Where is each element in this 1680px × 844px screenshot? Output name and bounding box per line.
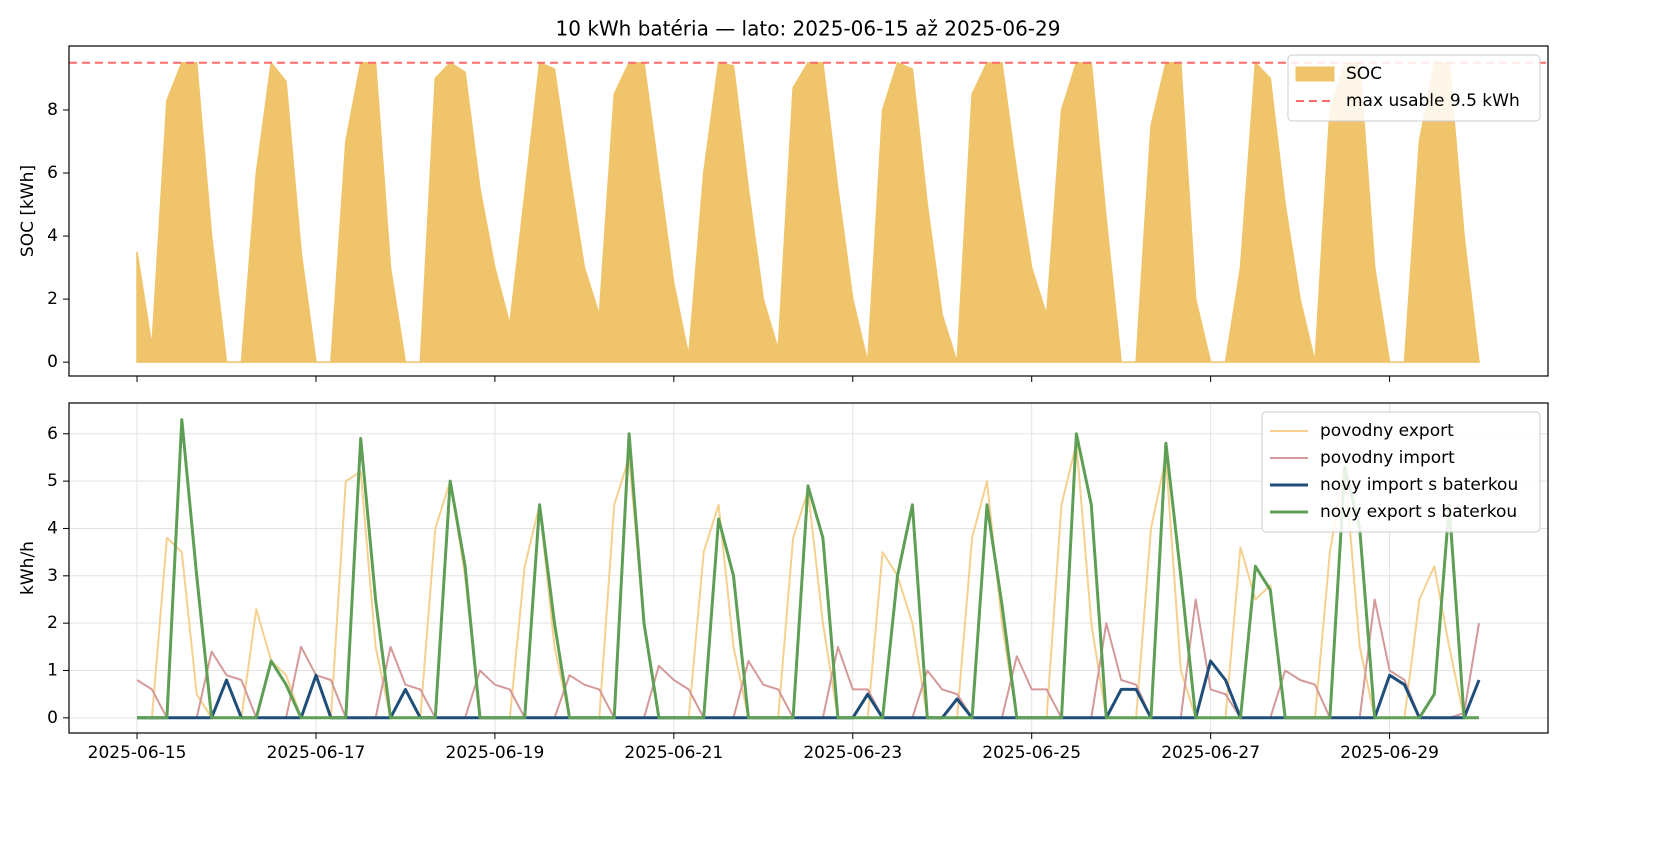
x-tick-label: 2025-06-25 (982, 743, 1081, 763)
y-tick-label: 4 (47, 518, 58, 538)
legend-box (1287, 54, 1541, 122)
legend-label: novy export s baterkou (1320, 502, 1517, 522)
y-tick-label: 6 (47, 424, 58, 444)
legend-label: novy import s baterkou (1320, 475, 1518, 495)
y-tick-label: 0 (47, 352, 58, 372)
x-tick-label: 2025-06-29 (1340, 743, 1439, 763)
y-axis-label: SOC [kWh] (18, 165, 38, 257)
x-tick-label: 2025-06-21 (624, 743, 723, 763)
y-tick-label: 2 (47, 613, 58, 633)
x-tick-label: 2025-06-15 (88, 743, 187, 763)
y-tick-label: 6 (47, 163, 58, 183)
series-line (137, 659, 1481, 720)
legend-box (1261, 411, 1541, 533)
legend-swatch (1295, 66, 1335, 82)
x-tick-label: 2025-06-27 (1161, 743, 1260, 763)
x-tick-label: 2025-06-17 (267, 743, 366, 763)
y-tick-label: 4 (47, 226, 58, 246)
y-tick-label: 8 (47, 100, 58, 120)
x-tick-label: 2025-06-23 (803, 743, 902, 763)
legend-label: SOC (1346, 64, 1382, 84)
y-tick-label: 3 (47, 566, 58, 586)
legend-label: povodny import (1320, 448, 1455, 468)
plot-frame (68, 45, 1549, 377)
y-tick-label: 0 (47, 708, 58, 728)
y-tick-label: 2 (47, 289, 58, 309)
y-tick-label: 5 (47, 471, 58, 491)
legend-label: max usable 9.5 kWh (1346, 91, 1520, 111)
legend-label: povodny export (1320, 421, 1454, 441)
soc-area (136, 60, 1482, 363)
x-tick-label: 2025-06-19 (446, 743, 545, 763)
y-tick-label: 1 (47, 661, 58, 681)
y-axis-label: kWh/h (18, 541, 38, 595)
chart-title: 10 kWh batéria — lato: 2025-06-15 až 202… (556, 17, 1061, 41)
series-line (137, 418, 1479, 720)
plot-frame (68, 402, 1549, 734)
